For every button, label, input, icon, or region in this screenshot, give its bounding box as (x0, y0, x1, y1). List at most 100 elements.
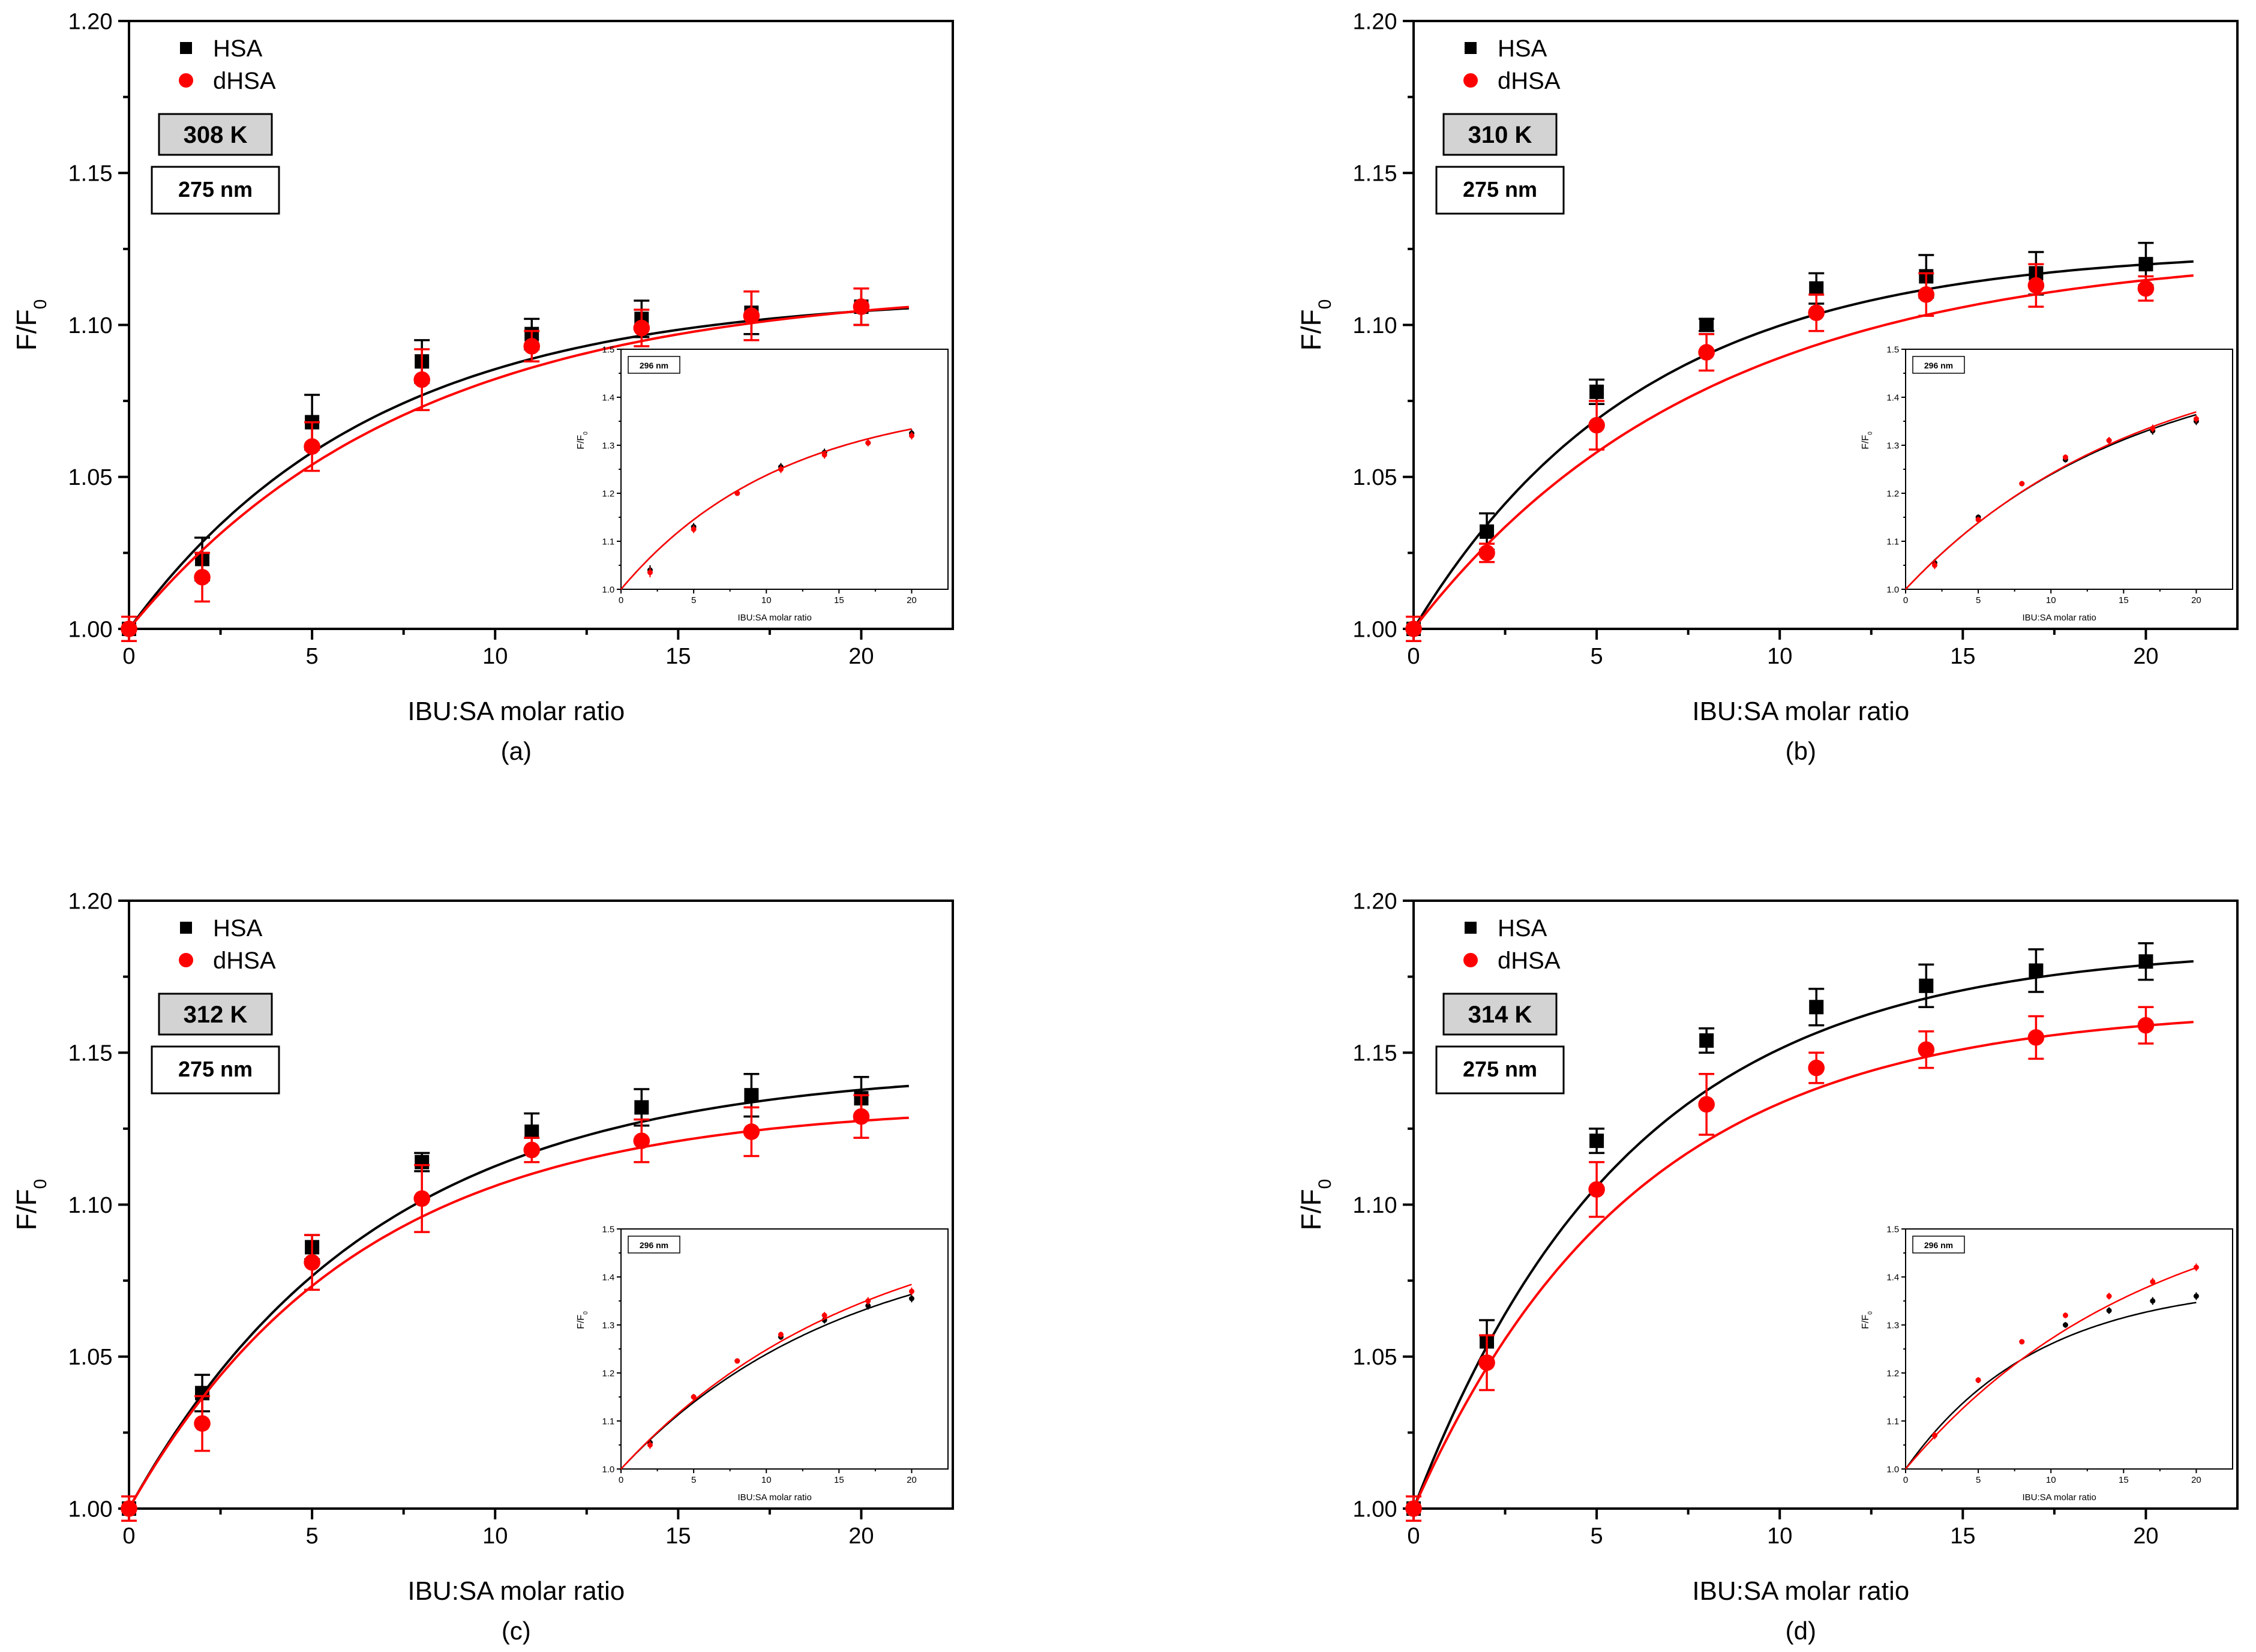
y-tick-label: 1.10 (1353, 313, 1397, 338)
y-tick-label: 1.05 (68, 1345, 113, 1370)
x-tick-label: 0 (122, 644, 135, 669)
y-axis-title: F/F0 (1295, 299, 1335, 351)
point-dhsa (633, 319, 650, 337)
legend-label-hsa: HSA (1498, 35, 1547, 62)
inset-point-dhsa (2019, 481, 2025, 487)
point-dhsa (194, 569, 211, 586)
inset-background (621, 1229, 948, 1469)
inset-y-tick-label: 1.3 (602, 1320, 614, 1330)
point-dhsa (1918, 1041, 1935, 1058)
temperature-label: 308 K (184, 122, 248, 148)
inset-point-dhsa (821, 452, 827, 458)
wavelength-label: 275 nm (1463, 1057, 1537, 1081)
point-hsa (634, 1100, 649, 1115)
point-dhsa (1698, 344, 1715, 361)
inset-y-tick-label: 1.2 (1886, 1368, 1899, 1378)
inset-point-dhsa (2062, 1312, 2068, 1318)
inset-wavelength-box (628, 1236, 680, 1254)
point-hsa (744, 1088, 759, 1103)
x-tick-label: 10 (1767, 1524, 1792, 1549)
legend-marker-dhsa (1463, 73, 1478, 88)
inset-y-tick-label: 1.1 (602, 536, 614, 547)
x-tick-label: 20 (2133, 644, 2158, 669)
inset-x-tick-label: 20 (2191, 595, 2201, 605)
y-axis-title: F/F0 (11, 1179, 50, 1231)
y-tick-label: 1.20 (68, 9, 113, 34)
wavelength-box (151, 1045, 280, 1095)
point-hsa (1809, 281, 1824, 296)
inset-point-dhsa (821, 1312, 827, 1318)
temperature-box (1442, 113, 1558, 156)
point-dhsa (1808, 1059, 1825, 1077)
x-tick-label: 20 (848, 644, 874, 669)
inset-x-tick-label: 15 (834, 595, 844, 605)
panel-label: (d) (1786, 1617, 1816, 1645)
x-tick-label: 5 (306, 644, 319, 669)
inset-point-dhsa (865, 440, 871, 446)
x-axis-title: IBU:SA molar ratio (407, 697, 625, 726)
point-dhsa (1918, 286, 1935, 303)
inset-y-tick-label: 1.5 (602, 1224, 614, 1234)
x-tick-label: 0 (1407, 1524, 1420, 1549)
point-hsa (524, 1124, 539, 1139)
fit-curve-hsa (128, 307, 909, 630)
wavelength-box (151, 166, 280, 215)
inset-x-axis-title: IBU:SA molar ratio (2022, 613, 2096, 623)
wavelength-box (1435, 166, 1565, 215)
legend-marker-hsa (1465, 922, 1477, 934)
legend-label-hsa: HSA (1498, 915, 1547, 942)
point-hsa (1919, 978, 1934, 993)
inset-wavelength-box (1912, 1236, 1965, 1254)
point-dhsa (523, 1141, 541, 1159)
point-dhsa (1478, 1354, 1495, 1371)
x-tick-label: 20 (848, 1524, 874, 1549)
inset-y-tick-label: 1.5 (602, 344, 614, 355)
temperature-box (158, 113, 273, 156)
inset-x-tick-label: 0 (619, 595, 623, 605)
point-dhsa (523, 338, 541, 355)
point-dhsa (1808, 304, 1825, 322)
inset-wavelength-label: 296 nm (1924, 361, 1953, 370)
point-dhsa (853, 1108, 870, 1125)
inset-point-hsa (908, 1296, 914, 1302)
inset-point-dhsa (734, 1358, 740, 1364)
point-dhsa (121, 1500, 137, 1517)
fit-curve-dhsa (128, 1116, 909, 1509)
inset-wavelength-label: 296 nm (640, 361, 668, 370)
point-hsa (1480, 524, 1495, 539)
inset-y-tick-label: 1.1 (1886, 1416, 1899, 1426)
inset-point-dhsa (1975, 1377, 1981, 1383)
point-hsa (2029, 963, 2044, 978)
inset-point-dhsa (647, 1442, 653, 1448)
legend-label-hsa: HSA (213, 915, 263, 942)
y-tick-label: 1.15 (1353, 161, 1397, 187)
inset-y-tick-label: 1.0 (1886, 584, 1899, 595)
inset-point-dhsa (2106, 1293, 2112, 1299)
x-tick-label: 10 (1767, 644, 1792, 669)
x-axis-title: IBU:SA molar ratio (407, 1576, 625, 1606)
inset-background (621, 349, 948, 589)
fit-curve-dhsa (128, 305, 909, 630)
inset-x-tick-label: 15 (2119, 1475, 2129, 1485)
inset-point-dhsa (734, 490, 740, 496)
x-tick-label: 15 (665, 644, 691, 669)
point-hsa (1699, 317, 1714, 332)
point-dhsa (2137, 1017, 2155, 1034)
x-tick-label: 10 (482, 644, 508, 669)
inset-x-axis-title: IBU:SA molar ratio (737, 1492, 811, 1503)
inset-point-dhsa (1931, 1432, 1937, 1438)
inset-point-dhsa (2106, 437, 2112, 443)
inset-point-hsa (2193, 1293, 2199, 1299)
inset-y-tick-label: 1.0 (1886, 1464, 1899, 1474)
y-tick-label: 1.10 (1353, 1193, 1397, 1218)
inset-y-tick-label: 1.2 (602, 488, 614, 499)
inset-fit-curve-hsa (1904, 1302, 2197, 1470)
panel-label: (b) (1786, 737, 1816, 765)
x-tick-label: 10 (482, 1524, 508, 1549)
point-dhsa (2137, 280, 2155, 297)
inset-x-tick-label: 5 (1976, 595, 1981, 605)
